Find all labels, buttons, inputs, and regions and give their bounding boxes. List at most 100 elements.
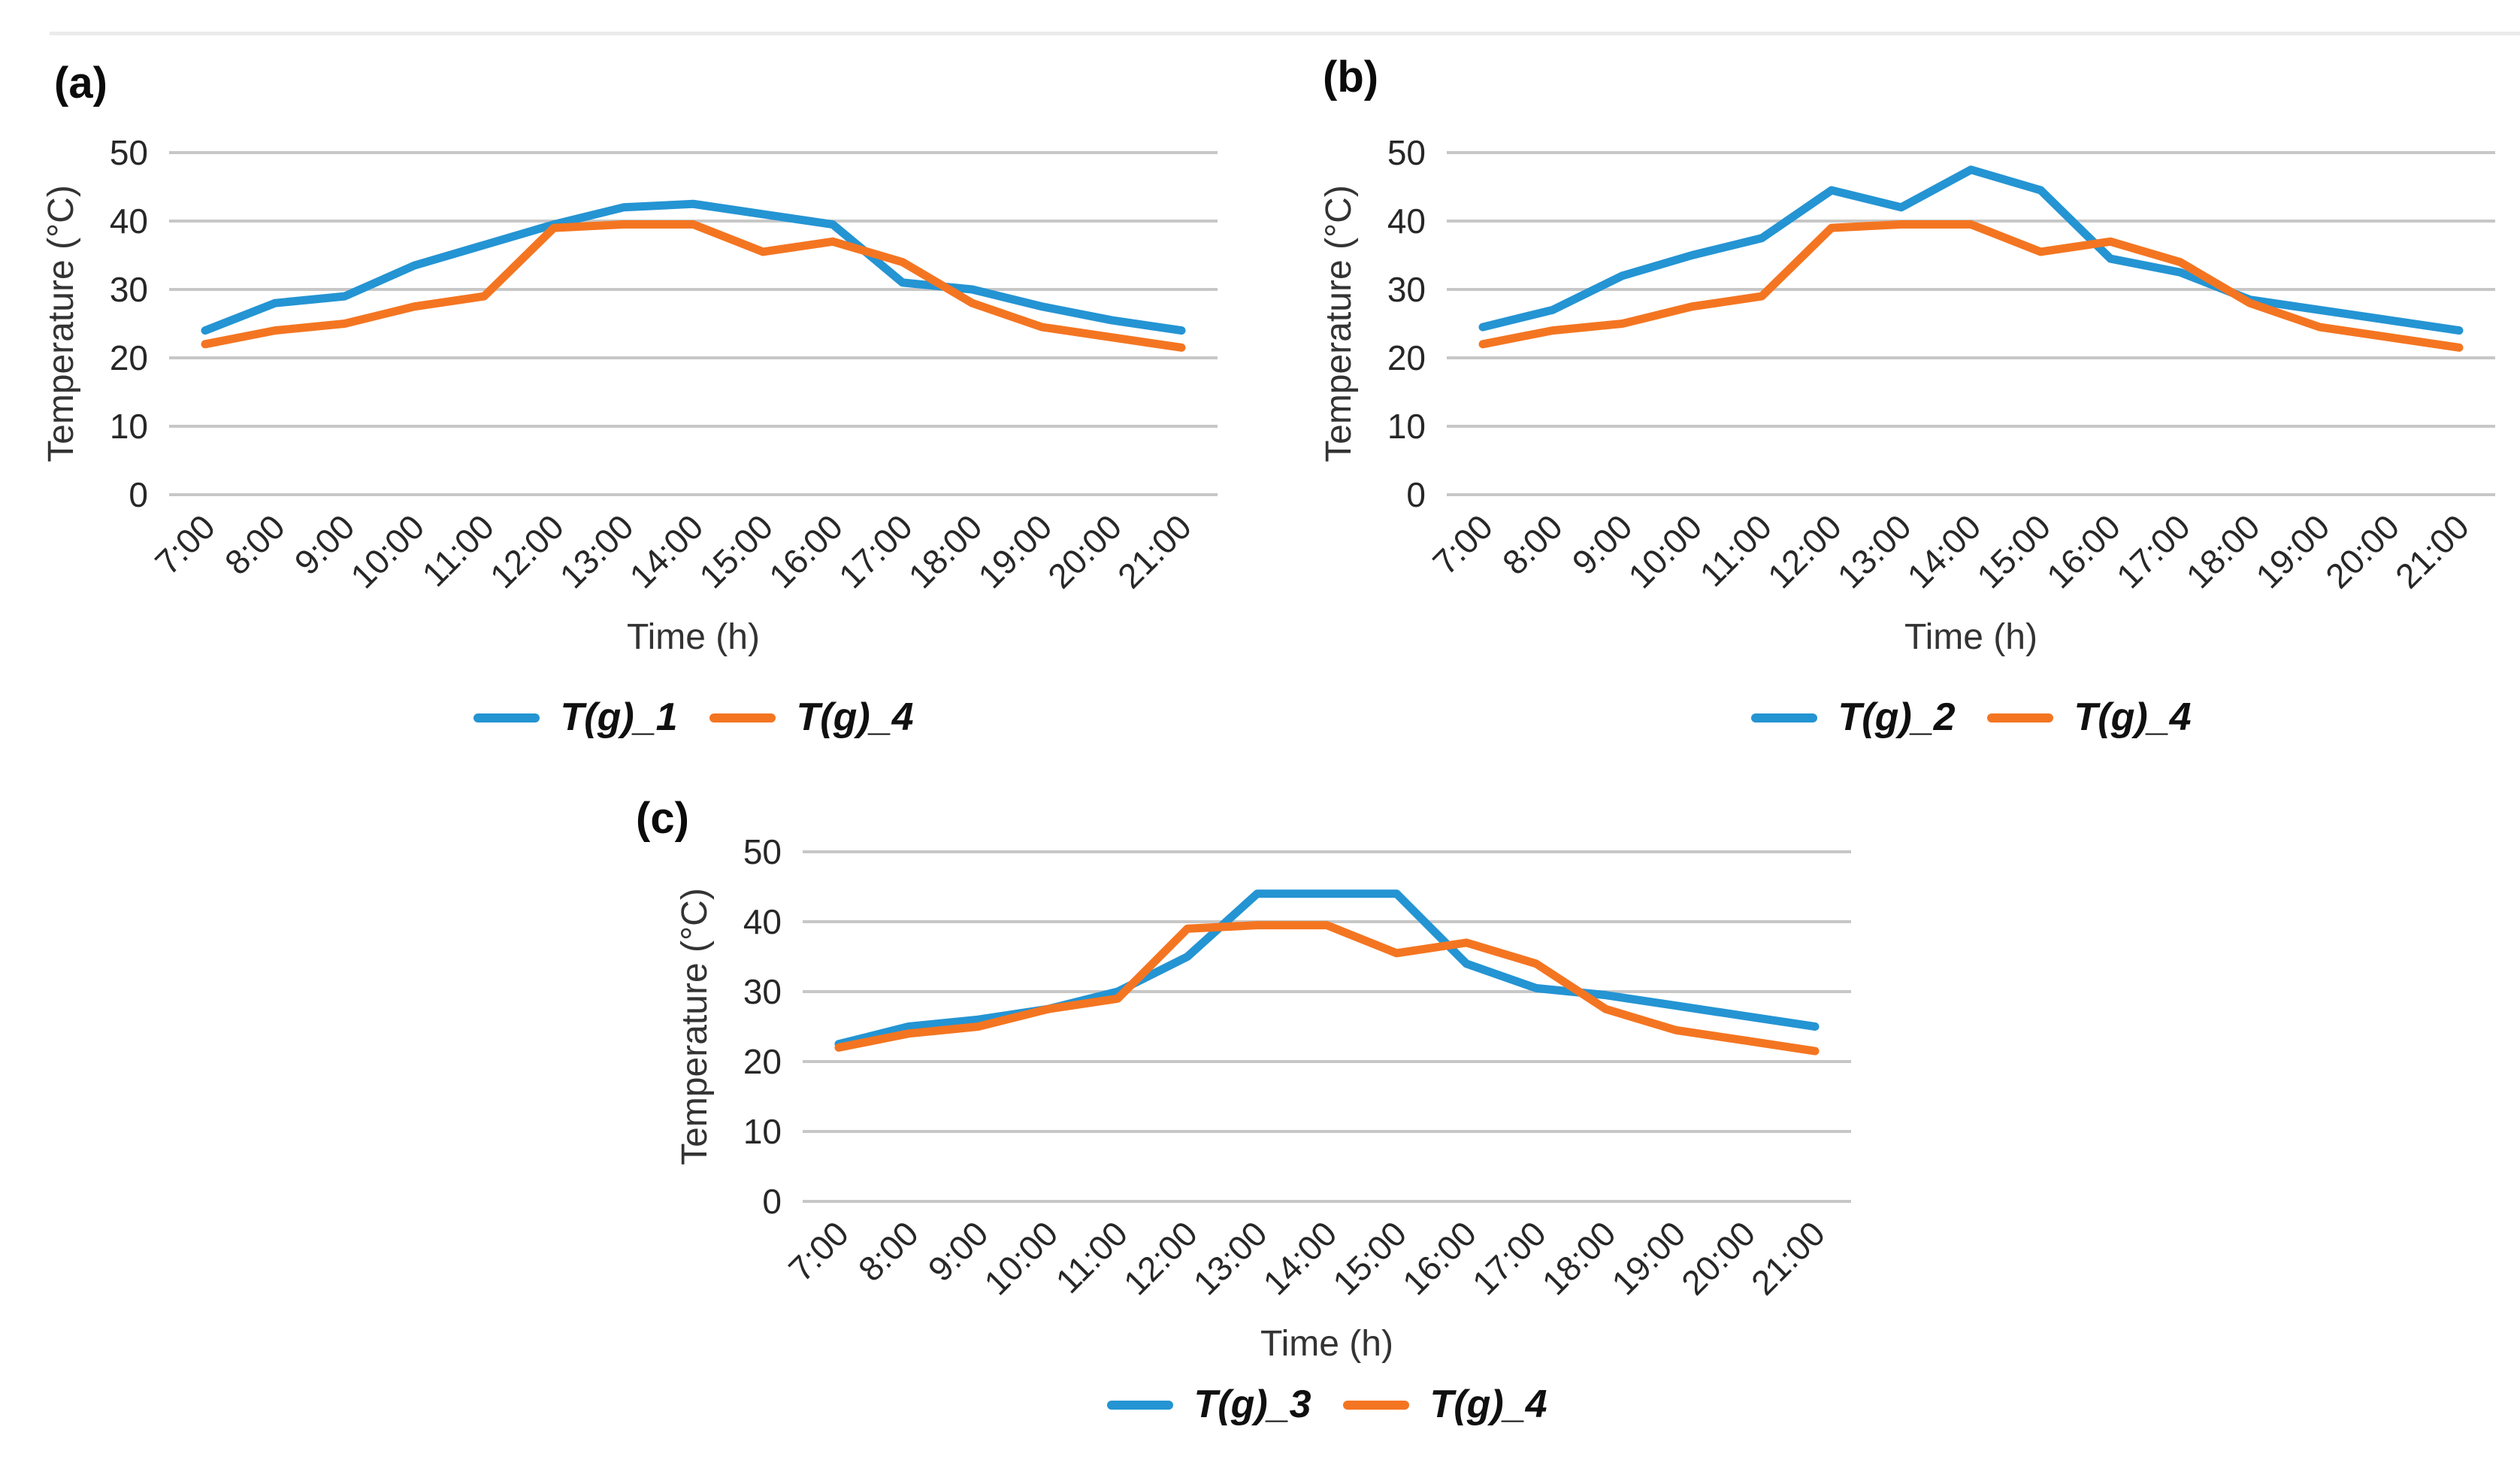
x-tick-label: 16:00 bbox=[761, 507, 850, 595]
x-tick-label: 11:00 bbox=[414, 507, 501, 594]
legend-swatch-blue bbox=[473, 713, 540, 722]
legend-label: T(g)_4 bbox=[796, 695, 914, 739]
y-tick-label: 40 bbox=[1387, 201, 1426, 241]
x-tick-label: 20:00 bbox=[1040, 507, 1129, 595]
y-tick-label: 0 bbox=[129, 475, 148, 514]
legend-swatch-blue bbox=[1750, 713, 1817, 722]
legend-entry: T(g)_2 bbox=[1750, 695, 1956, 739]
y-tick-label: 50 bbox=[110, 133, 148, 172]
x-tick-label: 18:00 bbox=[901, 507, 990, 595]
x-tick-label: 16:00 bbox=[2039, 507, 2128, 595]
x-tick-label: 17:00 bbox=[831, 507, 920, 595]
y-tick-label: 10 bbox=[743, 1112, 782, 1151]
top-divider bbox=[50, 32, 2520, 35]
x-tick-label: 12:00 bbox=[1760, 507, 1849, 595]
x-tick-label: 18:00 bbox=[2179, 507, 2267, 595]
legend-swatch-orange bbox=[1342, 1400, 1409, 1410]
x-tick-label: 14:00 bbox=[1899, 507, 1988, 595]
legend-c: T(g)_3 T(g)_4 bbox=[803, 1383, 1851, 1426]
x-tick-label: 20:00 bbox=[2318, 507, 2407, 595]
legend-entry: T(g)_4 bbox=[1986, 695, 2192, 739]
x-tick-label: 19:00 bbox=[970, 507, 1059, 595]
x-tick-label: 15:00 bbox=[691, 507, 780, 595]
line-chart-b: 010203040507:008:009:0010:0011:0012:0013… bbox=[1319, 133, 2495, 657]
y-tick-label: 20 bbox=[1387, 338, 1426, 377]
y-tick-label: 20 bbox=[743, 1042, 782, 1081]
series-line-T(g)_1 bbox=[201, 199, 1186, 335]
x-tick-label: 18:00 bbox=[1535, 1213, 1623, 1302]
x-tick-label: 13:00 bbox=[1186, 1213, 1275, 1302]
legend-swatch-blue bbox=[1106, 1400, 1173, 1410]
x-tick-label: 7:00 bbox=[147, 507, 222, 582]
x-tick-label: 20:00 bbox=[1674, 1213, 1762, 1302]
legend-label: T(g)_1 bbox=[560, 695, 678, 739]
legend-label: T(g)_2 bbox=[1838, 695, 1956, 739]
x-tick-label: 21:00 bbox=[2388, 507, 2476, 595]
x-tick-label: 7:00 bbox=[781, 1213, 856, 1289]
x-tick-label: 8:00 bbox=[1495, 507, 1570, 582]
legend-label: T(g)_4 bbox=[2074, 695, 2192, 739]
y-tick-label: 30 bbox=[743, 972, 782, 1011]
y-tick-label: 10 bbox=[1387, 407, 1426, 446]
y-tick-label: 30 bbox=[110, 270, 148, 309]
x-axis-title: Time (h) bbox=[1904, 617, 2037, 657]
y-tick-label: 40 bbox=[110, 201, 148, 241]
x-tick-label: 15:00 bbox=[1969, 507, 2058, 595]
x-tick-label: 19:00 bbox=[2248, 507, 2337, 595]
x-tick-label: 14:00 bbox=[1255, 1213, 1344, 1302]
series-line-T(g)_4 bbox=[1478, 220, 2464, 352]
legend-swatch-orange bbox=[709, 713, 776, 722]
y-tick-label: 0 bbox=[762, 1182, 782, 1221]
line-chart-a: 010203040507:008:009:0010:0011:0012:0013… bbox=[41, 133, 1218, 657]
series-line-T(g)_2 bbox=[1478, 165, 2464, 335]
y-tick-label: 50 bbox=[1387, 133, 1426, 172]
x-tick-label: 13:00 bbox=[1830, 507, 1919, 595]
legend-label: T(g)_3 bbox=[1193, 1383, 1311, 1426]
y-axis-title: Temperature (°C) bbox=[675, 888, 715, 1165]
series-line-T(g)_3 bbox=[834, 889, 1820, 1049]
legend-entry: T(g)_4 bbox=[709, 695, 914, 739]
x-axis-title: Time (h) bbox=[1260, 1324, 1393, 1364]
y-tick-label: 40 bbox=[743, 902, 782, 941]
y-axis-title: Temperature (°C) bbox=[1319, 185, 1359, 462]
x-tick-label: 19:00 bbox=[1604, 1213, 1693, 1302]
x-tick-label: 10:00 bbox=[1620, 507, 1709, 595]
panel-label-a: (a) bbox=[54, 59, 107, 108]
panel-label-c: (c) bbox=[636, 794, 689, 843]
x-tick-label: 16:00 bbox=[1395, 1213, 1484, 1302]
y-tick-label: 10 bbox=[110, 407, 148, 446]
series-line-T(g)_4 bbox=[834, 921, 1820, 1056]
x-tick-label: 17:00 bbox=[1465, 1213, 1553, 1302]
legend-swatch-orange bbox=[1986, 713, 2053, 722]
y-tick-label: 20 bbox=[110, 338, 148, 377]
legend-label: T(g)_4 bbox=[1429, 1383, 1547, 1426]
legend-b: T(g)_2 T(g)_4 bbox=[1447, 695, 2495, 739]
legend-entry: T(g)_3 bbox=[1106, 1383, 1311, 1426]
legend-entry: T(g)_4 bbox=[1342, 1383, 1547, 1426]
x-tick-label: 13:00 bbox=[552, 507, 641, 595]
series-line-T(g)_4 bbox=[201, 220, 1186, 352]
line-chart-c: 010203040507:008:009:0010:0011:0012:0013… bbox=[675, 832, 1851, 1364]
x-tick-label: 10:00 bbox=[343, 507, 431, 595]
legend-entry: T(g)_1 bbox=[473, 695, 678, 739]
x-tick-label: 7:00 bbox=[1425, 507, 1500, 582]
y-tick-label: 50 bbox=[743, 832, 782, 871]
x-tick-label: 11:00 bbox=[1692, 507, 1779, 594]
panel-label-b: (b) bbox=[1323, 53, 1379, 101]
x-axis-title: Time (h) bbox=[627, 617, 760, 657]
x-tick-label: 21:00 bbox=[1744, 1213, 1832, 1302]
x-tick-label: 8:00 bbox=[851, 1213, 926, 1289]
y-tick-label: 30 bbox=[1387, 270, 1426, 309]
x-tick-label: 21:00 bbox=[1110, 507, 1199, 595]
x-tick-label: 8:00 bbox=[217, 507, 292, 582]
x-tick-label: 11:00 bbox=[1048, 1213, 1135, 1301]
x-tick-label: 12:00 bbox=[1116, 1213, 1205, 1302]
x-tick-label: 10:00 bbox=[976, 1213, 1065, 1302]
x-tick-label: 15:00 bbox=[1325, 1213, 1414, 1302]
x-tick-label: 17:00 bbox=[2109, 507, 2198, 595]
x-tick-label: 12:00 bbox=[483, 507, 571, 595]
x-tick-label: 14:00 bbox=[622, 507, 710, 595]
legend-a: T(g)_1 T(g)_4 bbox=[169, 695, 1218, 739]
